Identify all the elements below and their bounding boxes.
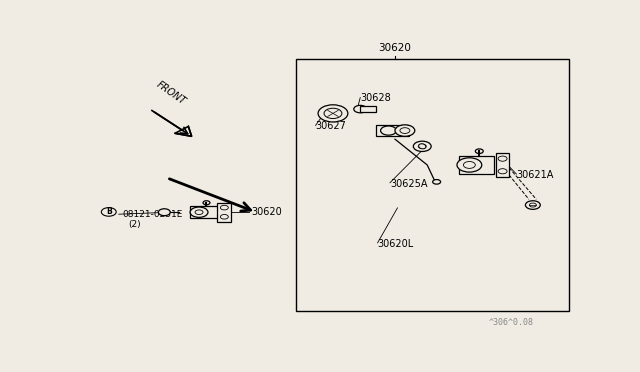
Bar bbox=[190, 206, 218, 218]
Circle shape bbox=[318, 105, 348, 122]
Circle shape bbox=[158, 209, 170, 216]
Circle shape bbox=[476, 149, 483, 154]
Circle shape bbox=[433, 180, 440, 184]
Circle shape bbox=[381, 126, 396, 135]
Circle shape bbox=[195, 210, 203, 215]
Text: 30621A: 30621A bbox=[516, 170, 554, 180]
Circle shape bbox=[220, 205, 228, 210]
Circle shape bbox=[190, 207, 208, 217]
Text: FRONT: FRONT bbox=[154, 79, 188, 106]
Polygon shape bbox=[175, 126, 191, 136]
Polygon shape bbox=[218, 203, 231, 222]
Ellipse shape bbox=[419, 144, 426, 149]
Text: 30620: 30620 bbox=[378, 43, 412, 53]
Polygon shape bbox=[495, 153, 509, 177]
Bar bbox=[376, 125, 408, 136]
Circle shape bbox=[324, 108, 342, 119]
Circle shape bbox=[463, 161, 476, 169]
Text: 30625A: 30625A bbox=[390, 179, 428, 189]
Text: 30620: 30620 bbox=[251, 207, 282, 217]
Circle shape bbox=[220, 215, 228, 219]
Circle shape bbox=[498, 169, 507, 174]
Circle shape bbox=[203, 201, 210, 205]
Circle shape bbox=[498, 156, 507, 161]
Text: ^306^0.08: ^306^0.08 bbox=[489, 318, 534, 327]
Circle shape bbox=[354, 105, 367, 113]
Circle shape bbox=[101, 208, 116, 216]
Text: (2): (2) bbox=[129, 220, 141, 229]
Bar bbox=[296, 59, 568, 311]
Circle shape bbox=[525, 201, 540, 209]
Bar bbox=[360, 106, 376, 112]
Circle shape bbox=[419, 144, 426, 149]
Text: 30628: 30628 bbox=[360, 93, 391, 103]
Circle shape bbox=[400, 128, 410, 134]
Circle shape bbox=[529, 203, 536, 207]
Text: 30627: 30627 bbox=[316, 121, 346, 131]
Circle shape bbox=[413, 141, 431, 151]
Text: 08121-0251E: 08121-0251E bbox=[122, 210, 182, 219]
Bar bbox=[460, 156, 494, 173]
Circle shape bbox=[457, 158, 482, 172]
Circle shape bbox=[395, 125, 415, 136]
Text: 30620L: 30620L bbox=[378, 239, 414, 249]
Text: B: B bbox=[106, 208, 111, 217]
